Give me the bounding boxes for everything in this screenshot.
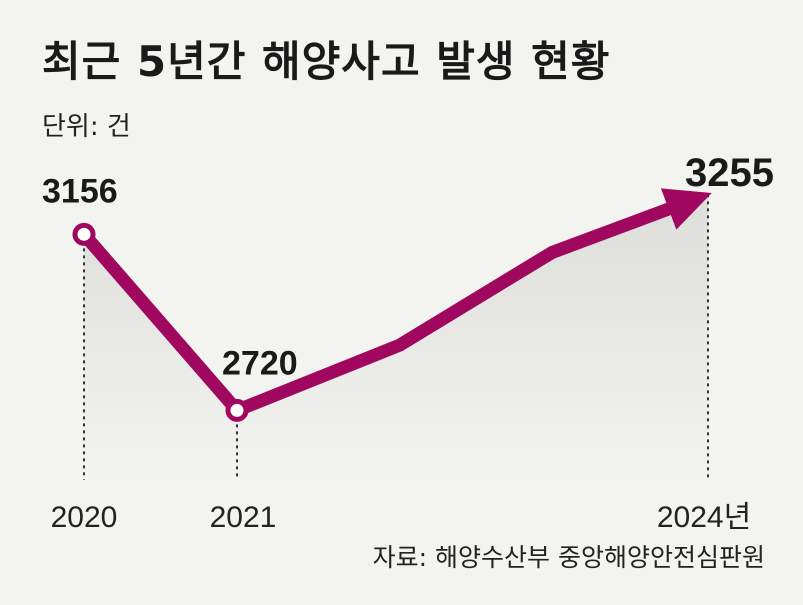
source-note: 자료: 해양수산부 중앙해양안전심판원 [372,543,765,572]
data-label: 3156 [42,172,118,210]
x-tick-label: 2021 [210,501,277,534]
area-fill [84,194,708,480]
series-line [77,198,687,417]
data-label: 3255 [685,151,774,195]
unit-label: 단위: 건 [42,112,131,142]
data-label: 2720 [222,344,298,382]
data-point [72,222,96,246]
x-tick-label: 2020 [51,501,118,534]
arrow-head [660,188,712,230]
page-title: 최근 5년간 해양사고 발생 현황 [42,37,611,86]
data-point [225,398,249,422]
x-tick-label: 2024년 [657,501,751,534]
